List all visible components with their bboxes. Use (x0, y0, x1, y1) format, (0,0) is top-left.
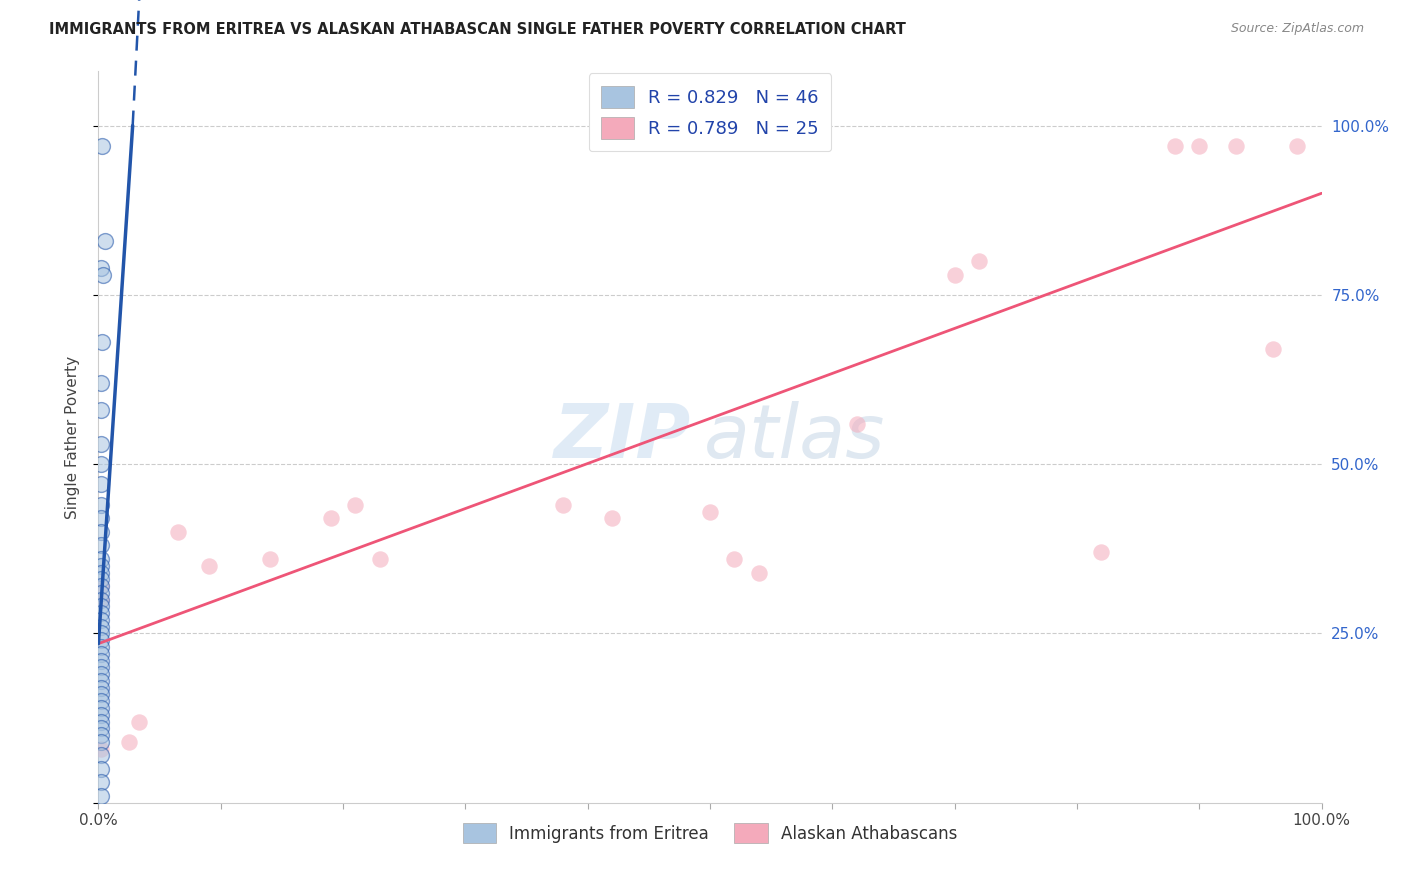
Point (723, 552, 745, 566)
Point (90, 762, 112, 776)
Point (90, 640, 112, 654)
Point (90, 376, 112, 390)
Point (1090, 545, 1112, 559)
Text: atlas: atlas (704, 401, 886, 473)
Text: ZIP: ZIP (554, 401, 692, 474)
Point (943, 268, 966, 282)
Point (90, 566, 112, 580)
Point (90, 599, 112, 614)
Point (90, 647, 112, 661)
Point (90, 673, 112, 688)
Point (90, 707, 112, 722)
Point (90, 579, 112, 593)
Point (91, 139, 114, 153)
Point (90, 260, 112, 275)
Point (259, 552, 281, 566)
Point (90, 403, 112, 417)
Point (90, 654, 112, 668)
Point (344, 498, 367, 512)
Point (90, 457, 112, 471)
Point (1261, 342, 1284, 356)
Point (90, 714, 112, 729)
Point (553, 498, 575, 512)
Point (1286, 139, 1309, 153)
Point (1164, 139, 1187, 153)
Point (90, 775, 112, 789)
Point (90, 633, 112, 648)
Point (167, 524, 190, 539)
Point (90, 701, 112, 715)
Point (90, 681, 112, 695)
Point (93, 234, 115, 248)
Point (90, 748, 112, 763)
Point (197, 558, 219, 573)
Point (967, 254, 990, 268)
Point (600, 511, 623, 525)
Point (90, 524, 112, 539)
Point (90, 498, 112, 512)
Point (699, 505, 721, 519)
Point (90, 586, 112, 600)
Point (90, 626, 112, 640)
Point (1225, 139, 1247, 153)
Point (1188, 139, 1211, 153)
Point (90, 613, 112, 627)
Point (90, 606, 112, 620)
Point (90, 660, 112, 674)
Point (90, 667, 112, 681)
Point (90, 579, 112, 593)
Point (368, 552, 391, 566)
Point (91, 335, 114, 350)
Point (90, 789, 112, 803)
Point (90, 688, 112, 702)
Point (90, 694, 112, 708)
Text: Source: ZipAtlas.com: Source: ZipAtlas.com (1230, 22, 1364, 36)
Y-axis label: Single Father Poverty: Single Father Poverty (65, 356, 80, 518)
Point (90, 721, 112, 735)
Point (90, 592, 112, 607)
Point (90, 728, 112, 742)
Point (90, 741, 112, 756)
Point (91, 268, 114, 282)
Legend: Immigrants from Eritrea, Alaskan Athabascans: Immigrants from Eritrea, Alaskan Athabas… (456, 817, 965, 849)
Point (90, 558, 112, 573)
Point (90, 552, 112, 566)
Point (118, 735, 141, 749)
Point (90, 511, 112, 525)
Point (90, 592, 112, 607)
Point (90, 735, 112, 749)
Text: IMMIGRANTS FROM ERITREA VS ALASKAN ATHABASCAN SINGLE FATHER POVERTY CORRELATION : IMMIGRANTS FROM ERITREA VS ALASKAN ATHAB… (49, 22, 905, 37)
Point (90, 437, 112, 451)
Point (90, 572, 112, 586)
Point (845, 417, 868, 431)
Point (90, 477, 112, 491)
Point (128, 714, 150, 729)
Point (319, 511, 342, 525)
Point (748, 566, 770, 580)
Point (90, 620, 112, 634)
Point (90, 538, 112, 552)
